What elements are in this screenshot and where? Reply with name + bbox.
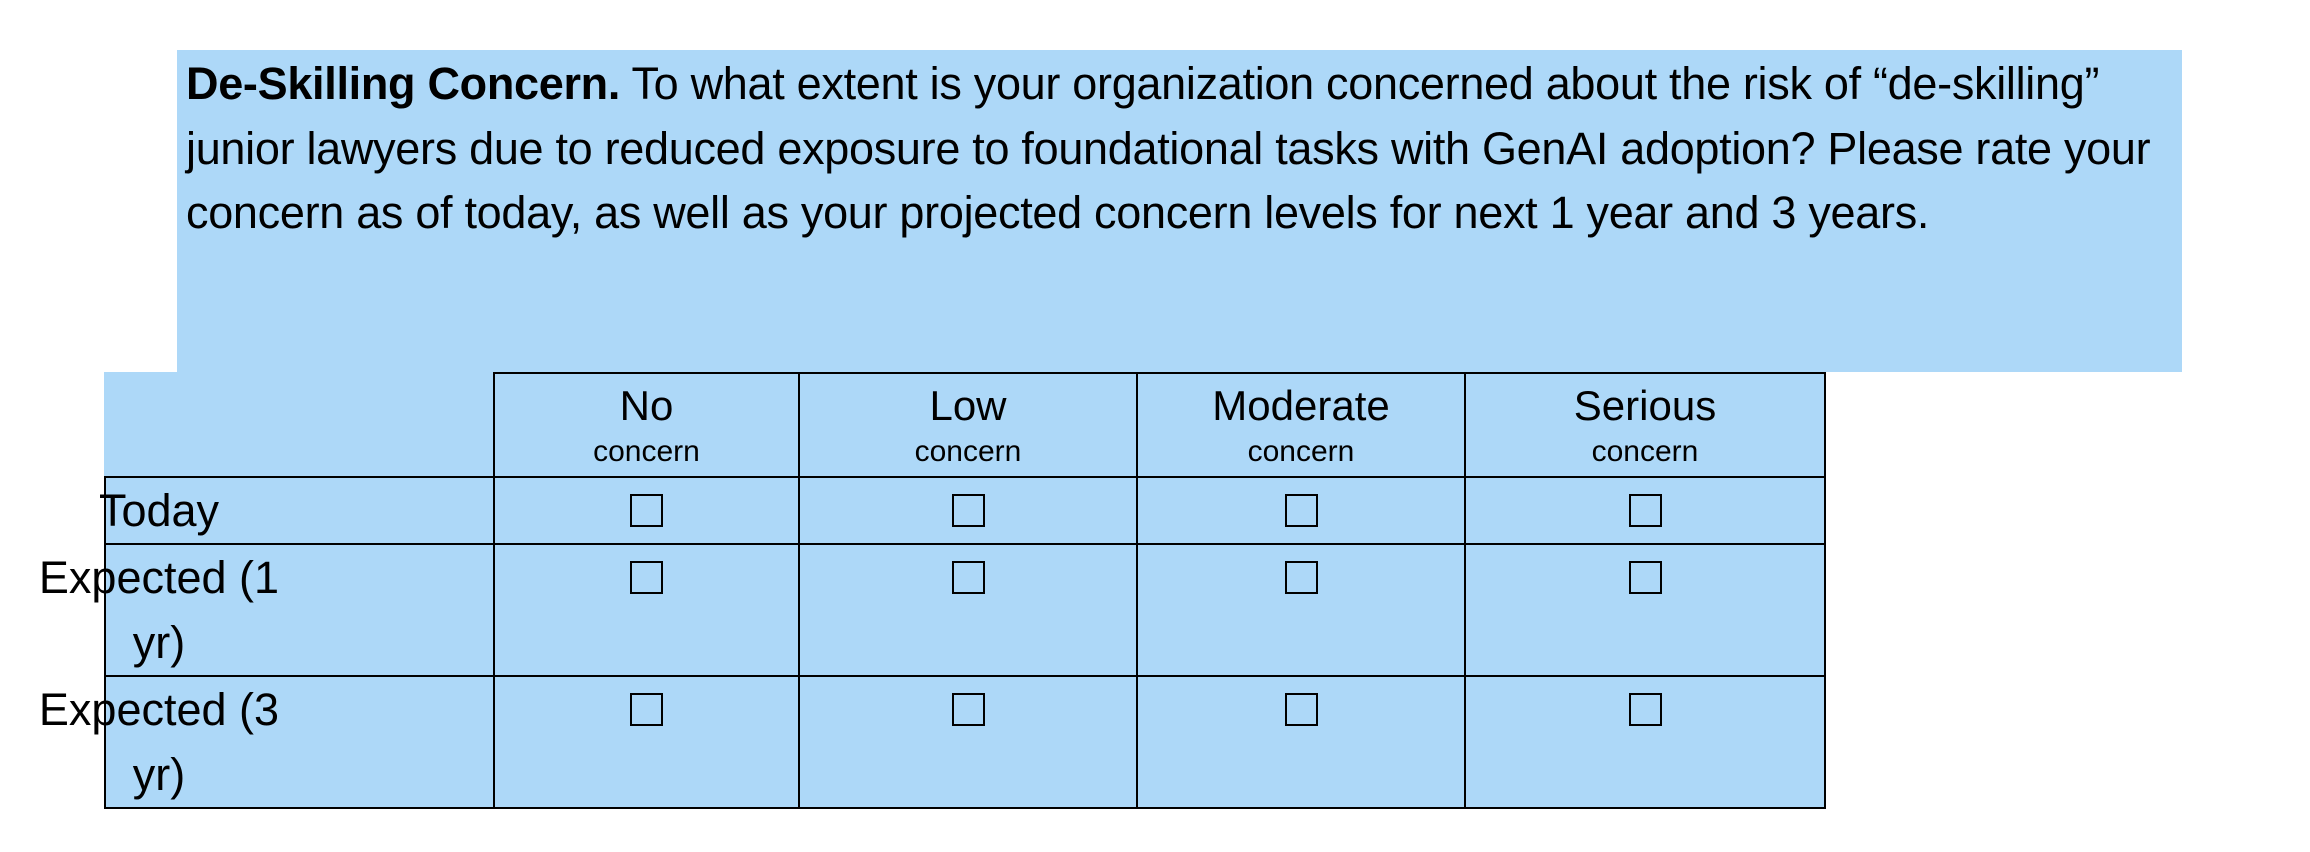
row-label: Expected (3 yr) <box>38 684 280 800</box>
checkbox-today-low-concern[interactable] <box>951 494 985 527</box>
checkbox-3yr-serious-concern[interactable] <box>1628 693 1662 726</box>
checkbox-today-serious-concern[interactable] <box>1628 494 1662 527</box>
grid-row-expected-3yr: Expected (3 yr) <box>39 675 1826 809</box>
column-header-no-concern: No concern <box>493 372 800 478</box>
checkbox-cell <box>798 675 1138 809</box>
question-text: De-Skilling Concern. To what extent is y… <box>186 52 2176 246</box>
grid-corner <box>105 373 495 478</box>
checkbox-3yr-no-concern[interactable] <box>630 693 663 726</box>
checkbox-today-moderate-concern[interactable] <box>1284 494 1318 527</box>
question-body: To what extent is your organization conc… <box>186 58 2151 238</box>
row-label: Expected (1 yr) <box>38 552 280 668</box>
checkbox-cell <box>1136 543 1466 677</box>
column-header-sub: concern <box>1247 435 1355 468</box>
checkbox-cell <box>1136 675 1466 809</box>
row-label-cell: Expected (1 yr) <box>39 543 495 677</box>
column-header-low-concern: Low concern <box>798 372 1138 478</box>
checkbox-1yr-serious-concern[interactable] <box>1628 561 1662 594</box>
question-highlight <box>177 50 2182 372</box>
grid-row-expected-1yr: Expected (1 yr) <box>39 543 1826 677</box>
checkbox-cell <box>798 476 1138 545</box>
checkbox-1yr-moderate-concern[interactable] <box>1284 561 1318 594</box>
grid-row-today: Today <box>99 476 1826 545</box>
column-header-serious-concern: Serious concern <box>1464 372 1826 478</box>
checkbox-cell <box>493 476 800 545</box>
checkbox-1yr-low-concern[interactable] <box>951 561 985 594</box>
grid-header-row: No concern Low concern Moderate concern … <box>105 372 1826 478</box>
column-header-main: Serious <box>1573 382 1717 429</box>
row-label-cell: Expected (3 yr) <box>39 675 495 809</box>
checkbox-cell <box>1464 543 1826 677</box>
checkbox-cell <box>493 675 800 809</box>
checkbox-3yr-moderate-concern[interactable] <box>1284 693 1318 726</box>
column-header-sub: concern <box>1591 435 1699 468</box>
checkbox-cell <box>1464 476 1826 545</box>
checkbox-cell <box>1464 675 1826 809</box>
column-header-sub: concern <box>593 435 700 468</box>
checkbox-cell <box>798 543 1138 677</box>
row-label-cell: Today <box>99 476 495 545</box>
checkbox-3yr-low-concern[interactable] <box>951 693 985 726</box>
checkbox-cell <box>1136 476 1466 545</box>
checkbox-1yr-no-concern[interactable] <box>630 561 663 594</box>
checkbox-cell <box>493 543 800 677</box>
column-header-sub: concern <box>914 435 1022 468</box>
column-header-main: Moderate <box>1212 382 1390 429</box>
column-header-main: No <box>619 382 674 429</box>
checkbox-today-no-concern[interactable] <box>630 494 663 527</box>
column-header-moderate-concern: Moderate concern <box>1136 372 1466 478</box>
question-title: De-Skilling Concern. <box>186 58 621 109</box>
rating-grid: No concern Low concern Moderate concern … <box>39 372 1826 809</box>
column-header-main: Low <box>929 382 1007 429</box>
row-label: Today <box>98 485 220 536</box>
